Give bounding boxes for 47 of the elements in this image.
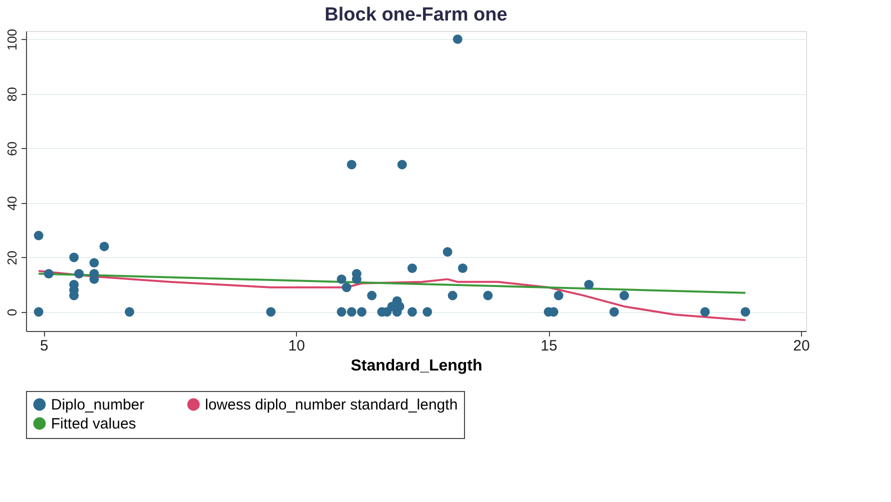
point: [89, 258, 99, 268]
point: [448, 290, 458, 300]
point: [69, 252, 79, 262]
point: [442, 247, 452, 257]
point: [44, 268, 54, 278]
legend-label: Diplo_number: [51, 396, 144, 414]
y-tick-label: 60: [4, 142, 20, 156]
y-tick-label: 40: [4, 196, 20, 211]
y-tick-label: 0: [4, 308, 20, 316]
point: [336, 274, 346, 284]
point: [124, 307, 134, 317]
point: [346, 307, 356, 317]
point: [452, 34, 462, 44]
point: [342, 282, 352, 292]
y-tick-label: 80: [4, 86, 20, 102]
point: [346, 160, 356, 170]
point: [483, 290, 493, 300]
point: [740, 307, 750, 317]
point: [74, 268, 84, 278]
point: [336, 307, 346, 317]
legend-label: Fitted values: [51, 416, 136, 432]
y-tick-label: 100: [4, 28, 20, 51]
x-tick-label: 15: [540, 338, 558, 354]
point: [34, 307, 44, 317]
x-tick-label: 10: [288, 338, 305, 354]
point: [554, 290, 564, 300]
point: [266, 307, 276, 317]
x-tick-label: 20: [793, 338, 810, 354]
point: [356, 307, 366, 317]
point: [700, 307, 710, 317]
x-axis-title: Standard_Length: [350, 358, 482, 374]
point: [609, 307, 619, 317]
point: [584, 280, 594, 290]
point: [422, 307, 432, 317]
point: [458, 264, 468, 274]
point: [407, 264, 417, 274]
point: [100, 242, 109, 252]
line-series: [38, 270, 746, 322]
x-tick-label: 5: [40, 338, 48, 354]
point: [367, 290, 377, 300]
y-tick-label: 20: [4, 250, 20, 266]
point: [34, 230, 44, 240]
point: [407, 307, 417, 317]
legend-label: lowess diplo_number standard_length: [205, 396, 458, 414]
point: [397, 160, 407, 170]
point: [620, 290, 629, 300]
chart-title: Block one-Farm one: [324, 4, 508, 26]
